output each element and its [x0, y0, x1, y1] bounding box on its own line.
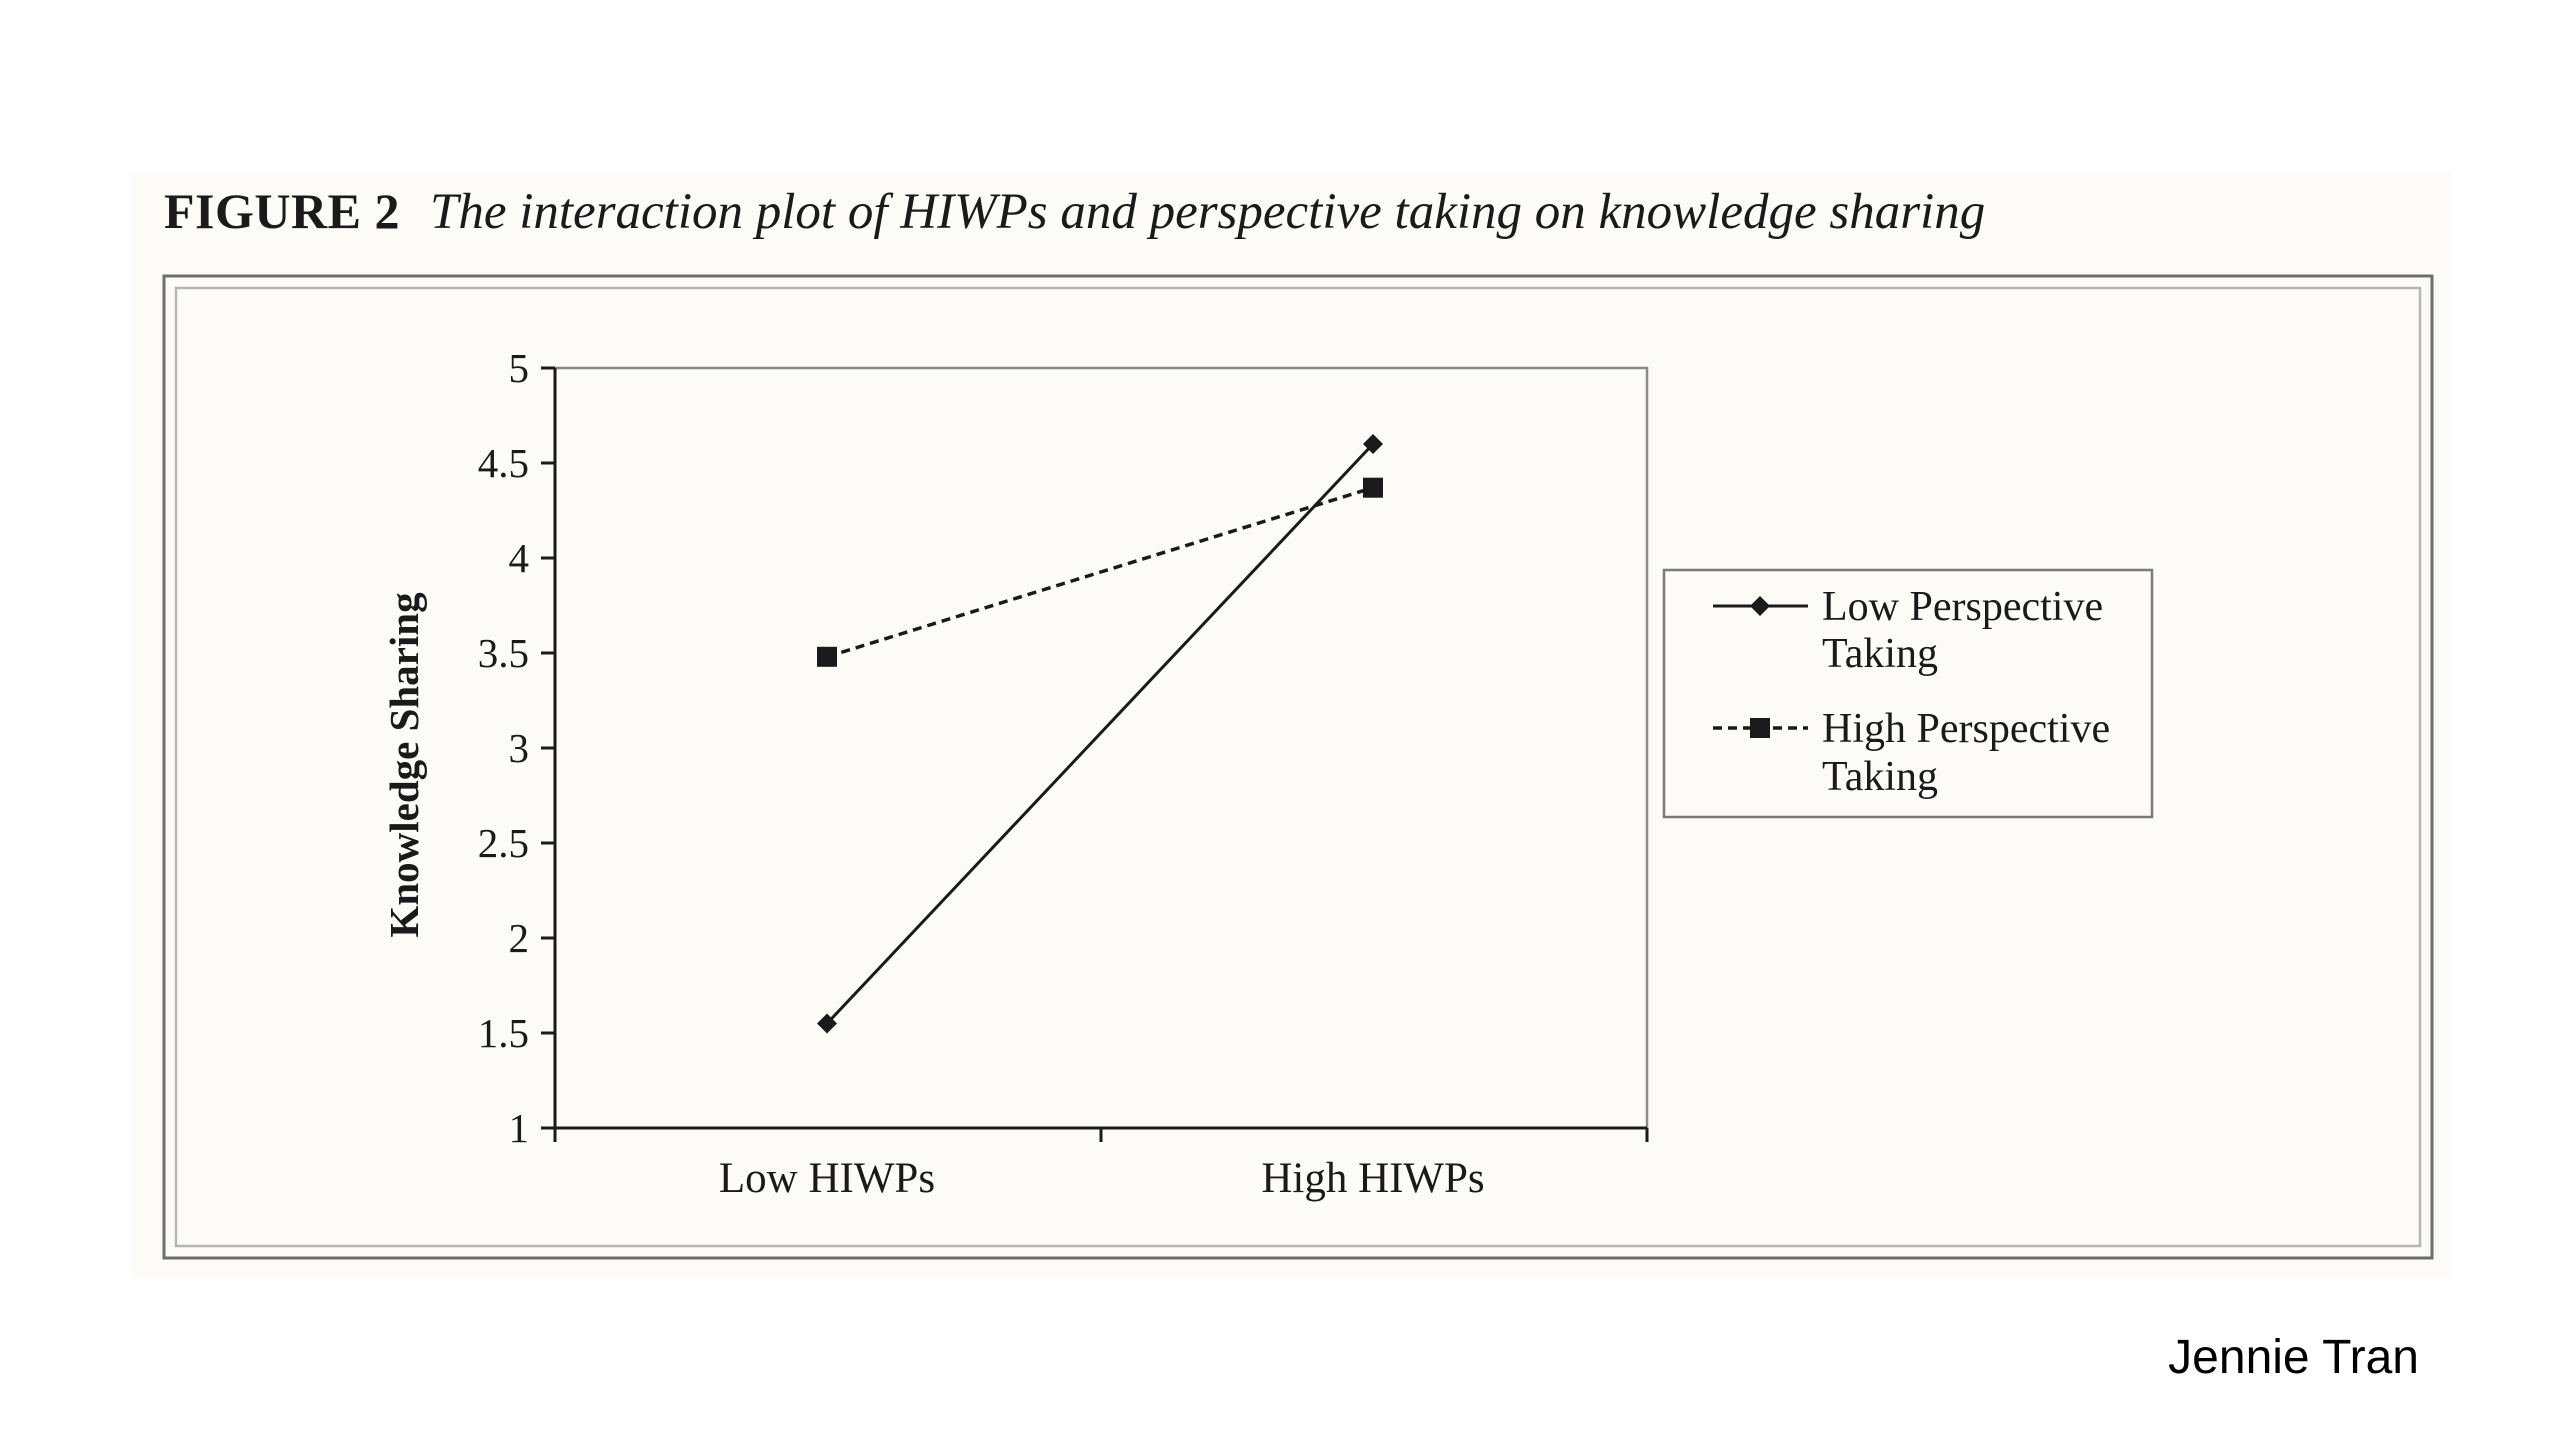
legend-label: High Perspective: [1822, 706, 2110, 752]
y-tick-label: 4: [509, 535, 530, 581]
y-tick-label: 2.5: [478, 820, 529, 866]
series-low-perspective-taking: [817, 434, 1383, 1034]
author-name: Jennie Tran: [2168, 1331, 2419, 1384]
diamond-marker: [817, 1013, 837, 1034]
figure-caption: FIGURE 2 The interaction plot of HIWPs a…: [164, 182, 1985, 252]
diamond-marker: [1750, 596, 1770, 616]
x-axis-ticks: Low HIWPs High HIWPs: [553, 1128, 1649, 1202]
square-marker: [817, 646, 837, 667]
y-tick-label: 3.5: [478, 630, 529, 676]
figure-frame-inner: [174, 286, 2422, 1248]
series-line: [825, 442, 1375, 1025]
series-high-perspective-taking: [817, 477, 1383, 667]
legend-label: Taking: [1822, 754, 1938, 800]
y-axis-label: Knowledge Sharing: [381, 592, 427, 938]
square-marker: [1363, 477, 1383, 498]
x-tick-label: High HIWPs: [1261, 1155, 1484, 1202]
figure-title: The interaction plot of HIWPs and perspe…: [429, 184, 1986, 240]
y-tick-label: 1.5: [478, 1010, 529, 1056]
square-marker: [1750, 718, 1770, 738]
figure-number: FIGURE 2: [164, 183, 400, 239]
y-tick-label: 1: [509, 1105, 530, 1151]
x-tick-label: Low HIWPs: [719, 1155, 935, 1202]
legend-label: Taking: [1822, 631, 1938, 677]
series-line: [826, 486, 1374, 659]
series-layer: [817, 434, 1383, 1034]
figure-frame-outer: [162, 274, 2434, 1260]
y-tick-label: 2: [509, 915, 530, 961]
legend-label: Low Perspective: [1822, 584, 2103, 630]
y-axis-ticks: 1 1.5 2 2.5 3 3.5 4 4.5 5: [478, 345, 555, 1151]
y-tick-label: 5: [509, 345, 530, 391]
diamond-marker: [1363, 434, 1383, 454]
y-tick-label: 4.5: [478, 440, 529, 486]
plot-area: [553, 366, 1649, 1130]
legend-box: [1662, 568, 2154, 819]
y-tick-label: 3: [509, 725, 530, 771]
